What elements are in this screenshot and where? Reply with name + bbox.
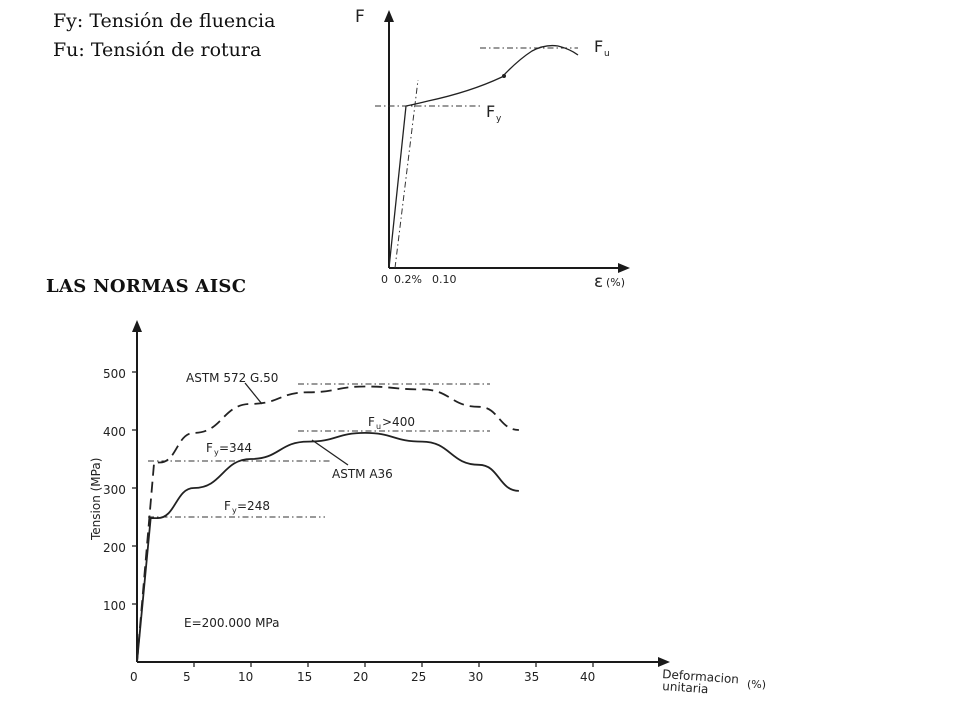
leader-astma36 [311, 439, 349, 466]
fu400-F: F [368, 415, 375, 429]
aisc-x-tick-10: 10 [238, 670, 253, 684]
fy-label: F [486, 102, 495, 121]
aisc-x-label-2: unitaria [662, 679, 709, 696]
aisc-x-tick-30: 30 [468, 670, 483, 684]
aisc-x-unit: (%) [747, 678, 766, 691]
aisc-y-arrow [132, 320, 142, 332]
schematic-x-arrow [618, 263, 630, 273]
schematic-chart: F F u F y 0 0.2% 0.10 ε (%) [355, 7, 630, 292]
fu-label: F [594, 37, 603, 56]
modulus-annotation: E=200.000 MPa [184, 616, 279, 630]
schematic-x-label: ε [594, 272, 603, 292]
aisc-y-tick-200: 200 [103, 541, 126, 555]
leader-astm572 [244, 382, 263, 405]
fu400-annotation: >400 [382, 415, 415, 429]
legend-fy: Fy: Tensión de fluencia [53, 10, 276, 32]
series-astm572-curve [136, 385, 519, 663]
aisc-y-tick-marks [132, 371, 137, 605]
schematic-x-tick-0: 0 [381, 273, 388, 286]
fy248-sub: y [232, 506, 237, 515]
aisc-y-tick-300: 300 [103, 483, 126, 497]
aisc-x-tick-0: 0 [130, 670, 138, 684]
fy-label-sub: y [496, 114, 502, 124]
fy248-annotation: =248 [237, 499, 270, 513]
fracture-point [502, 74, 506, 78]
aisc-chart: 100 200 300 400 500 0 5 10 15 20 25 30 3… [89, 320, 766, 696]
aisc-y-tick-400: 400 [103, 425, 126, 439]
schematic-y-arrow [384, 10, 394, 22]
aisc-x-tick-5: 5 [183, 670, 191, 684]
fy248-F: F [224, 499, 231, 513]
aisc-x-tick-25: 25 [411, 670, 426, 684]
aisc-x-tick-35: 35 [524, 670, 539, 684]
fy344-F: F [206, 441, 213, 455]
fy344-sub: y [214, 448, 219, 457]
series-astma36-label: ASTM A36 [332, 467, 393, 481]
offset-0.2-line [394, 79, 419, 269]
series-astma36-curve [136, 431, 519, 663]
schematic-curve [388, 44, 579, 269]
series-astm572-label: ASTM 572 G.50 [186, 371, 278, 385]
aisc-y-tick-500: 500 [103, 367, 126, 381]
section-title: LAS NORMAS AISC [46, 276, 247, 297]
aisc-x-tick-15: 15 [297, 670, 312, 684]
aisc-y-label: Tension (MPa) [89, 458, 103, 541]
legend-fu: Fu: Tensión de rotura [53, 39, 262, 61]
aisc-x-tick-40: 40 [580, 670, 595, 684]
aisc-x-label-1: Deformacion [662, 667, 740, 686]
schematic-y-label: F [355, 7, 365, 27]
aisc-y-tick-100: 100 [103, 599, 126, 613]
schematic-x-tick-2: 0.10 [432, 273, 457, 286]
aisc-x-tick-marks [193, 662, 594, 667]
aisc-x-tick-20: 20 [353, 670, 368, 684]
schematic-x-tick-1: 0.2% [394, 273, 422, 286]
aisc-x-arrow [658, 657, 670, 667]
fu-label-sub: u [604, 49, 610, 59]
schematic-x-unit: (%) [606, 276, 625, 289]
fu400-sub: u [376, 422, 381, 431]
fy344-annotation: =344 [219, 441, 252, 455]
